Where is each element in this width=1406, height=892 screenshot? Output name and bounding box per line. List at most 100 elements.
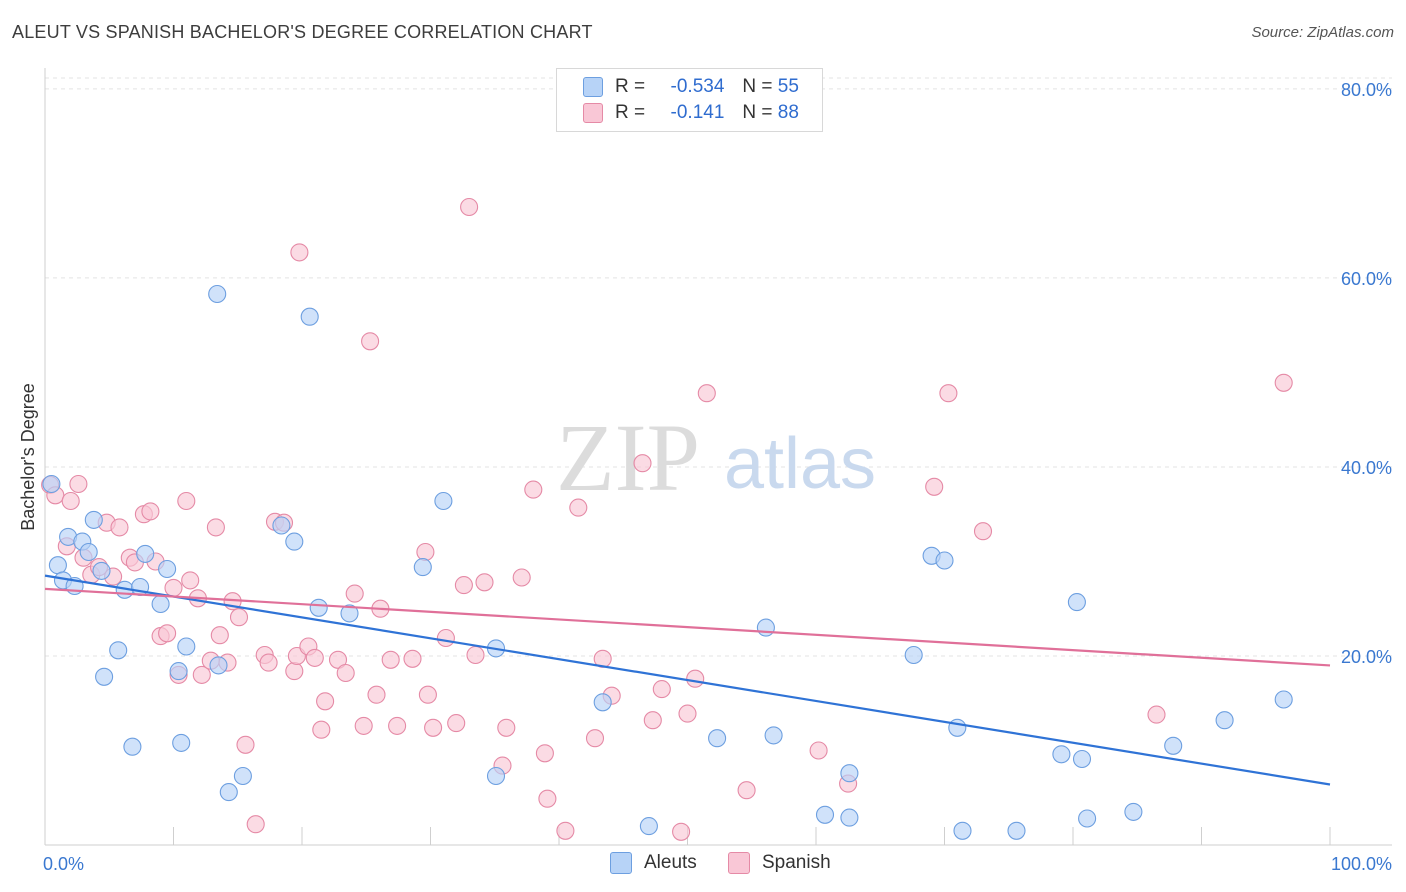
y-tick-label-80: 80.0% xyxy=(1341,80,1392,100)
spanish-point-70 xyxy=(585,729,605,748)
spanish-point-60 xyxy=(466,645,485,665)
bottom-legend-aleuts: Aleuts xyxy=(610,852,697,874)
spanish-point-57 xyxy=(447,714,466,733)
aleuts-point-48 xyxy=(1067,593,1086,612)
aleuts-point-15 xyxy=(151,594,170,614)
aleuts-n-value: 55 xyxy=(777,76,799,97)
x-tick-label-min: 0.0% xyxy=(43,854,84,874)
spanish-point-29 xyxy=(229,608,249,627)
spanish-point-42 xyxy=(316,692,335,711)
aleuts-legend-swatch xyxy=(610,852,632,874)
aleuts-point-45 xyxy=(953,821,972,840)
spanish-point-79 xyxy=(697,384,716,403)
spanish-point-75 xyxy=(652,680,671,699)
spanish-point-84 xyxy=(939,384,958,403)
aleuts-n-label: N = xyxy=(742,76,773,97)
spanish-point-73 xyxy=(633,454,652,473)
spanish-swatch xyxy=(583,103,603,123)
aleuts-point-27 xyxy=(309,598,328,617)
spanish-point-26 xyxy=(210,626,229,645)
aleuts-point-12 xyxy=(123,737,142,756)
spanish-point-63 xyxy=(497,718,516,737)
spanish-point-69 xyxy=(569,498,588,517)
spanish-point-86 xyxy=(1147,705,1166,724)
spanish-point-25 xyxy=(206,518,225,537)
aleuts-r-value: -0.534 xyxy=(670,76,725,97)
spanish-point-31 xyxy=(246,815,265,834)
tick-labels: 20.0% 40.0% 60.0% 80.0% 0.0% 100.0% xyxy=(43,80,1392,874)
spanish-n-value: 88 xyxy=(777,102,799,123)
spanish-point-20 xyxy=(177,491,196,511)
aleuts-point-1 xyxy=(48,556,67,575)
spanish-point-14 xyxy=(141,502,160,521)
spanish-point-44 xyxy=(336,663,355,683)
y-axis-label: Bachelor's Degree xyxy=(18,383,38,531)
legend-row-spanish: R = -0.141 N = 88 xyxy=(583,100,799,126)
aleuts-point-16 xyxy=(158,559,177,579)
spanish-point-17 xyxy=(158,624,177,643)
aleuts-legend-label: Aleuts xyxy=(644,852,697,873)
aleuts-point-22 xyxy=(219,783,238,802)
spanish-point-87 xyxy=(1274,373,1293,392)
aleuts-point-46 xyxy=(1007,821,1026,840)
aleuts-point-10 xyxy=(109,641,128,660)
spanish-point-56 xyxy=(436,628,455,648)
aleuts-point-33 xyxy=(593,693,612,712)
aleuts-point-39 xyxy=(840,808,859,827)
spanish-point-67 xyxy=(538,789,557,808)
spanish-point-53 xyxy=(416,542,435,562)
spanish-point-41 xyxy=(312,720,331,739)
aleuts-point-0 xyxy=(42,474,61,494)
spanish-point-10 xyxy=(110,518,129,537)
chart-source: Source: ZipAtlas.com xyxy=(1251,24,1394,41)
aleuts-points xyxy=(42,284,1293,840)
aleuts-point-32 xyxy=(486,766,506,786)
aleuts-point-36 xyxy=(756,618,775,637)
legend-row-aleuts: R = -0.534 N = 55 xyxy=(583,74,799,100)
aleuts-point-14 xyxy=(136,544,155,563)
spanish-point-45 xyxy=(345,584,364,603)
y-tick-label-40: 40.0% xyxy=(1341,458,1392,478)
aleuts-swatch xyxy=(583,77,603,97)
spanish-point-50 xyxy=(381,650,400,669)
spanish-point-18 xyxy=(164,578,183,597)
spanish-legend-label: Spanish xyxy=(762,852,831,873)
y-tick-label-60: 60.0% xyxy=(1341,269,1392,289)
spanish-point-64 xyxy=(512,568,531,587)
trend-lines xyxy=(44,574,1331,786)
aleuts-point-34 xyxy=(639,817,658,836)
spanish-point-68 xyxy=(556,821,575,840)
spanish-point-36 xyxy=(285,662,304,681)
aleuts-point-20 xyxy=(208,284,227,304)
x-tick-label-max: 100.0% xyxy=(1331,854,1392,874)
chart-title: ALEUT VS SPANISH BACHELOR'S DEGREE CORRE… xyxy=(12,22,593,42)
spanish-point-74 xyxy=(643,711,662,730)
aleuts-point-28 xyxy=(340,604,359,623)
spanish-point-54 xyxy=(418,685,437,704)
aleuts-point-50 xyxy=(1078,809,1097,828)
aleuts-trend-line xyxy=(44,574,1331,786)
correlation-legend: R = -0.534 N = 55 R = -0.141 N = 88 xyxy=(556,68,823,132)
spanish-point-83 xyxy=(925,477,944,496)
aleuts-point-43 xyxy=(935,551,954,570)
aleuts-point-37 xyxy=(764,726,783,745)
aleuts-point-40 xyxy=(840,764,859,783)
aleuts-point-17 xyxy=(169,662,188,681)
spanish-point-4 xyxy=(69,474,88,494)
spanish-point-59 xyxy=(460,197,479,217)
aleuts-point-25 xyxy=(285,532,304,551)
spanish-r-value: -0.141 xyxy=(670,102,725,123)
spanish-points xyxy=(41,197,1293,841)
spanish-point-40 xyxy=(305,648,324,667)
aleuts-point-38 xyxy=(815,805,835,824)
spanish-point-81 xyxy=(809,741,828,760)
aleuts-point-47 xyxy=(1052,745,1071,764)
watermark-atlas: atlas xyxy=(724,424,876,504)
aleuts-point-7 xyxy=(84,510,103,529)
zipatlas-watermark: ZIP atlas xyxy=(556,404,876,511)
spanish-point-3 xyxy=(61,491,80,511)
spanish-point-47 xyxy=(361,332,380,351)
aleuts-point-53 xyxy=(1215,711,1234,730)
spanish-point-78 xyxy=(686,669,705,688)
spanish-point-58 xyxy=(454,576,473,595)
